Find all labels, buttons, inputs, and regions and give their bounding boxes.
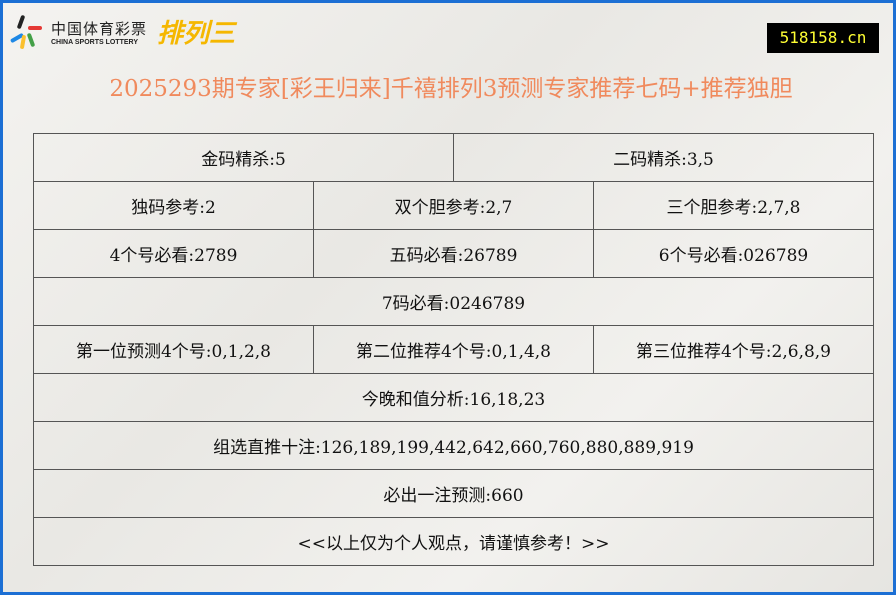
logo-en: CHINA SPORTS LOTTERY bbox=[51, 38, 138, 46]
table-cell: 第一位预测4个号:0,1,2,8 bbox=[33, 325, 314, 374]
table-cell: 7码必看:0246789 bbox=[33, 277, 874, 326]
table-cell: 三个胆参考:2,7,8 bbox=[593, 181, 874, 230]
table-cell: 双个胆参考:2,7 bbox=[313, 181, 594, 230]
table-row: 独码参考:2 双个胆参考:2,7 三个胆参考:2,7,8 bbox=[33, 181, 874, 230]
site-badge[interactable]: 518158.cn bbox=[767, 23, 879, 53]
table-row: 第一位预测4个号:0,1,2,8 第二位推荐4个号:0,1,4,8 第三位推荐4个号… bbox=[33, 325, 874, 374]
table-cell: 独码参考:2 bbox=[33, 181, 314, 230]
prediction-table: 金码精杀:5 二码精杀:3,5 独码参考:2 双个胆参考:2,7 三个胆参考:2,7,… bbox=[33, 133, 874, 566]
table-cell: 第三位推荐4个号:2,6,8,9 bbox=[593, 325, 874, 374]
table-cell: 6个号必看:026789 bbox=[593, 229, 874, 278]
table-cell: 第二位推荐4个号:0,1,4,8 bbox=[313, 325, 594, 374]
table-cell: 五码必看:26789 bbox=[313, 229, 594, 278]
table-cell: 今晚和值分析:16,18,23 bbox=[33, 373, 874, 422]
table-cell: 4个号必看:2789 bbox=[33, 229, 314, 278]
table-row: 必出一注预测:660 bbox=[33, 469, 874, 518]
china-sports-lottery-logo: 中国体育彩票 CHINA SPORTS LOTTERY 排列三 bbox=[9, 13, 236, 50]
table-row: 7码必看:0246789 bbox=[33, 277, 874, 326]
table-row: 4个号必看:2789 五码必看:26789 6个号必看:026789 bbox=[33, 229, 874, 278]
table-cell: 二码精杀:3,5 bbox=[453, 133, 874, 182]
table-cell: 必出一注预测:660 bbox=[33, 469, 874, 518]
table-cell: <<以上仅为个人观点，请谨慎参考！>> bbox=[33, 517, 874, 566]
table-row: 今晚和值分析:16,18,23 bbox=[33, 373, 874, 422]
lottery-logo-icon bbox=[9, 14, 45, 49]
table-row: 组选直推十注:126,189,199,442,642,660,760,880,8… bbox=[33, 421, 874, 470]
logo-product: 排列三 bbox=[157, 18, 236, 48]
logo-cn: 中国体育彩票 bbox=[51, 20, 148, 38]
table-cell: 组选直推十注:126,189,199,442,642,660,760,880,8… bbox=[33, 421, 874, 470]
table-row: <<以上仅为个人观点，请谨慎参考！>> bbox=[33, 517, 874, 566]
page-title: 2025293期专家[彩王归来]千禧排列3预测专家推荐七码+推荐独胆 bbox=[109, 76, 793, 102]
table-row: 金码精杀:5 二码精杀:3,5 bbox=[33, 133, 874, 182]
table-cell: 金码精杀:5 bbox=[33, 133, 454, 182]
